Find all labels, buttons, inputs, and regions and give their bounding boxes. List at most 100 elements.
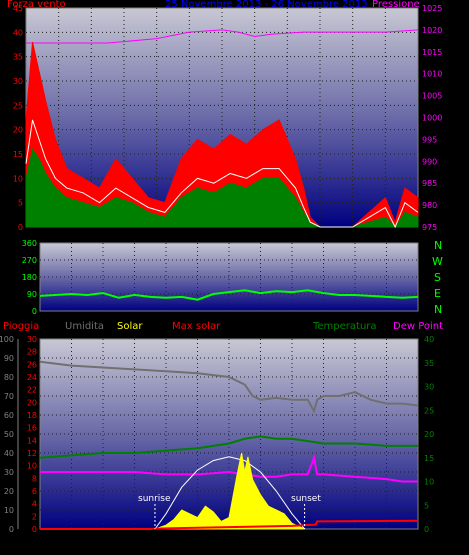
panel-1-ytick-left: 5	[18, 199, 23, 208]
panel-3-ytick-right: 30	[424, 383, 434, 392]
panel-3-xtick: 18	[318, 538, 328, 547]
panel-3-ytick-mid: 30	[27, 335, 37, 344]
series-umidita	[39, 360, 419, 414]
panel-3-ytick-left: 0	[9, 525, 14, 534]
panel-1-xtick: 14	[250, 231, 260, 240]
series-vento-medio	[25, 147, 419, 228]
panel-3-ytick-right: 20	[424, 430, 434, 439]
direction-letter-n-bottom: N	[434, 303, 443, 316]
panel-1-xtick: 04	[86, 231, 96, 240]
panel-1-ytick-right: 985	[422, 179, 437, 188]
panel-3-ytick-mid: 6	[32, 487, 37, 496]
panel-3-xtick: 20	[350, 538, 360, 547]
panel-3-xtick: 04	[98, 538, 108, 547]
header-center-title: 25 Novembre 2013 - 26 Novembre 2013	[165, 0, 368, 10]
panel-1-ytick-left: 45	[13, 4, 23, 13]
panel-3-ytick-left: 80	[4, 373, 14, 382]
direction-letter-e: E	[434, 287, 441, 300]
annotation-sunset: sunset	[291, 494, 321, 504]
panel-3-ytick-right: 10	[424, 478, 434, 487]
panel-3-ytick-mid: 12	[27, 449, 37, 458]
panel-3-ytick-right: 5	[424, 501, 429, 510]
legend-pioggia: Pioggia	[3, 321, 40, 332]
panel-3-ytick-left: 70	[4, 392, 14, 401]
panel-1-xtick: 20	[348, 231, 358, 240]
series-temperatura	[39, 435, 418, 459]
panel-3-ytick-left: 20	[4, 487, 14, 496]
panel-1-ytick-right: 1010	[422, 70, 442, 79]
panel-1-ytick-right: 990	[422, 157, 437, 166]
panel-1-ytick-left: 40	[13, 28, 23, 37]
panel-3-xtick: 02	[66, 538, 76, 547]
panel-3-xtick: 08	[161, 538, 171, 547]
panel-1-ytick-right: 975	[422, 223, 437, 232]
panel-1-xtick: 16	[282, 231, 292, 240]
panel-3-ytick-left: 100	[0, 335, 14, 344]
panel-3-ytick-right: 25	[424, 406, 434, 415]
annotation-sunrise: sunrise	[138, 494, 171, 504]
panel-1-ytick-left: 0	[18, 223, 23, 232]
panel-1-xtick: 08	[152, 231, 162, 240]
panel-1-ytick-left: 35	[13, 53, 23, 62]
panel-3-ytick-right: 15	[424, 454, 434, 463]
panel-3-ytick-mid: 14	[27, 436, 37, 445]
header-right-title: Pressione	[372, 0, 420, 10]
panel-3-ytick-mid: 20	[27, 398, 37, 407]
panel-3-xtick: 16	[287, 538, 297, 547]
panel-3-ytick-mid: 0	[32, 525, 37, 534]
panel-2-ytick: 360	[22, 239, 37, 248]
direction-letter-s: S	[434, 271, 441, 284]
panel-3-ytick-right: 35	[424, 359, 434, 368]
legend-dew-point: Dew Point	[393, 321, 444, 332]
panel-1-xtick: 22	[380, 231, 390, 240]
panel-3-ytick-left: 40	[4, 449, 14, 458]
panel-3-ytick-left: 10	[4, 506, 14, 515]
series-raffica	[25, 41, 419, 228]
panel-3-ytick-mid: 28	[27, 348, 37, 357]
panel-3-xtick: 22	[381, 538, 391, 547]
panel-3-ytick-left: 30	[4, 468, 14, 477]
panel-3-ytick-mid: 26	[27, 360, 37, 369]
panel-3-ytick-mid: 22	[27, 386, 37, 395]
panel-3-ytick-left: 50	[4, 430, 14, 439]
header-left-title: Forza vento	[7, 0, 66, 10]
panel-1-ytick-left: 25	[13, 101, 23, 110]
panel-1-ytick-left: 30	[13, 77, 23, 86]
panel-3-ytick-mid: 18	[27, 411, 37, 420]
panel-1-ytick-right: 995	[422, 135, 437, 144]
panel-3-ytick-mid: 2	[32, 512, 37, 521]
panel-3-ytick-left: 90	[4, 354, 14, 363]
series-pressione	[26, 29, 419, 44]
panel-3-xtick: 14	[255, 538, 265, 547]
panel-1-ytick-left: 10	[13, 174, 23, 183]
panel-3-ytick-mid: 24	[27, 373, 37, 382]
legend-solar: Solar	[117, 321, 143, 332]
panel-3-ytick-mid: 10	[27, 462, 37, 471]
panel-3-ytick-right: 0	[424, 525, 429, 534]
legend-umidita: Umidita	[65, 321, 105, 332]
panel-1-ytick-left: 15	[13, 150, 23, 159]
panel-3-xtick: 10	[192, 538, 202, 547]
panel-3-ytick-mid: 8	[32, 474, 37, 483]
panel-1-ytick-right: 1020	[422, 26, 442, 35]
panel-1-ytick-right: 1025	[422, 4, 442, 13]
panel-3-ytick-right: 40	[424, 335, 434, 344]
panel-1-xtick: 00	[413, 231, 423, 240]
panel-1-xtick: 10	[184, 231, 194, 240]
panel-1-ytick-left: 20	[13, 126, 23, 135]
panel-1-ytick-right: 1005	[422, 92, 442, 101]
series-pioggia	[40, 519, 419, 530]
panel-2-ytick: 180	[22, 273, 37, 282]
panel-3-xtick: 12	[224, 538, 234, 547]
panel-3-ytick-mid: 16	[27, 424, 37, 433]
panel-2-ytick: 90	[27, 290, 37, 299]
series-max-solar	[154, 456, 305, 530]
panel-1-ytick-right: 1015	[422, 48, 442, 57]
panel-1-xtick: 12	[217, 231, 227, 240]
panel-2-ytick: 270	[22, 256, 37, 265]
direction-letter-w: W	[432, 255, 443, 268]
legend-max-solar: Max solar	[172, 321, 221, 332]
panel-3-ytick-left: 60	[4, 411, 14, 420]
panel-2-ytick: 0	[32, 307, 37, 316]
